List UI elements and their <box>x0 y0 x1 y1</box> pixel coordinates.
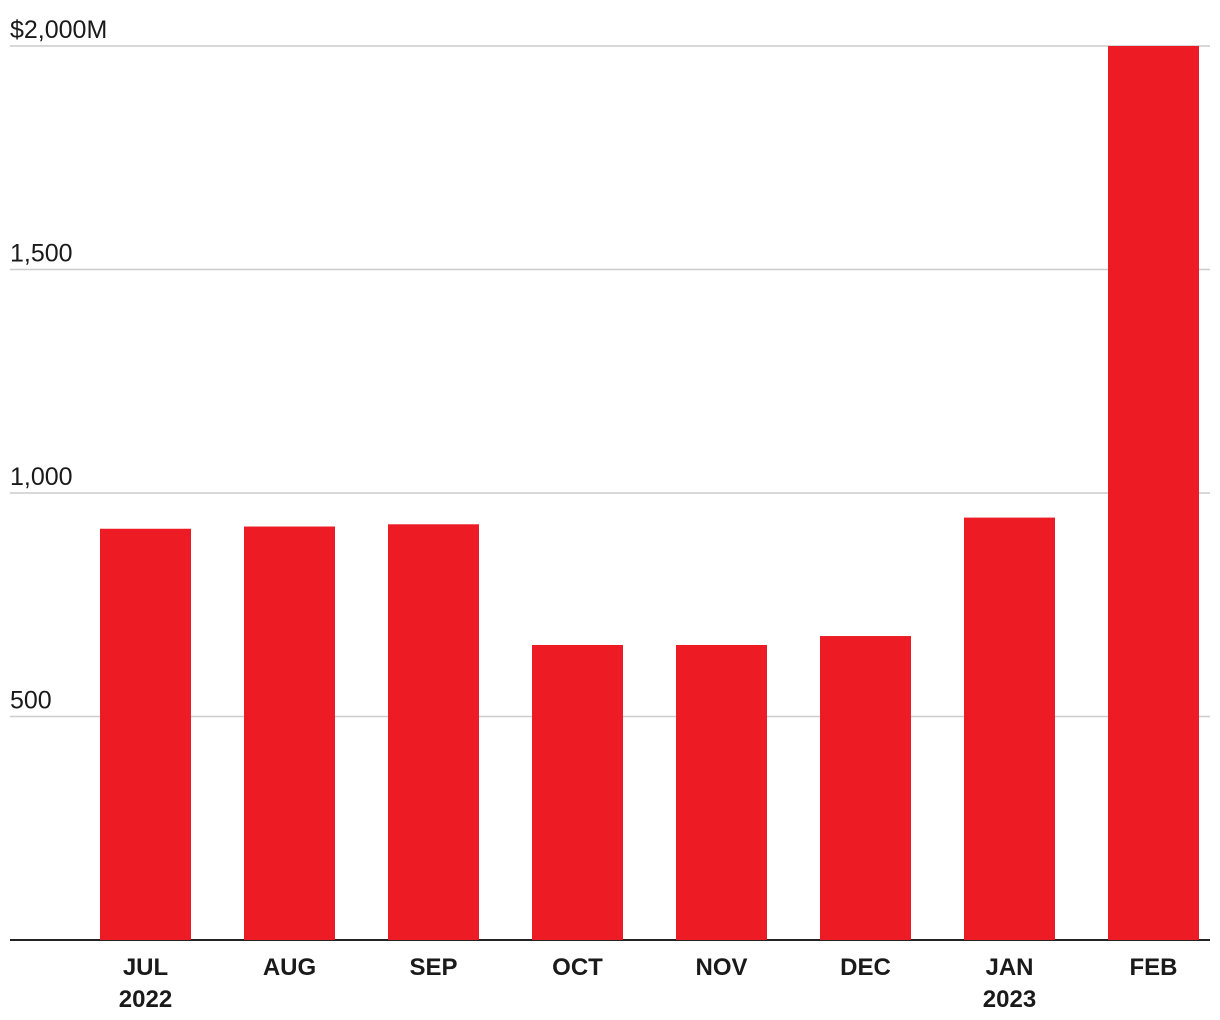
bar-nov <box>676 644 767 940</box>
x-tick-label: DEC <box>840 954 891 981</box>
bar-feb <box>1108 46 1199 940</box>
x-tick-label: AUG <box>263 954 316 981</box>
y-tick-label: 1,500 <box>10 240 73 268</box>
bar-dec <box>820 636 911 940</box>
bar-sep <box>388 524 479 940</box>
bar-aug <box>244 526 335 940</box>
x-tick-label: OCT <box>552 954 603 981</box>
x-tick-label: FEB <box>1130 954 1178 981</box>
y-tick-label: 1,000 <box>10 463 73 491</box>
x-tick-label: SEP <box>409 954 457 981</box>
y-tick-label: 500 <box>10 687 52 715</box>
y-tick-label: $2,000M <box>10 16 107 44</box>
x-tick-label: NOV <box>695 954 747 981</box>
bar-jul <box>100 528 191 940</box>
bar-oct <box>532 644 623 940</box>
x-tick-label: JUL <box>123 954 168 981</box>
x-tick-label: JAN <box>985 954 1033 981</box>
bars <box>100 46 1199 940</box>
labels: 500 1,000 1,500 $2,000M JUL 2022 AUG SEP OCT NOV D… <box>10 16 1178 1013</box>
x-tick-year-label: 2023 <box>983 986 1036 1013</box>
bar-jan <box>964 517 1055 940</box>
x-tick-year-label: 2022 <box>119 986 172 1013</box>
